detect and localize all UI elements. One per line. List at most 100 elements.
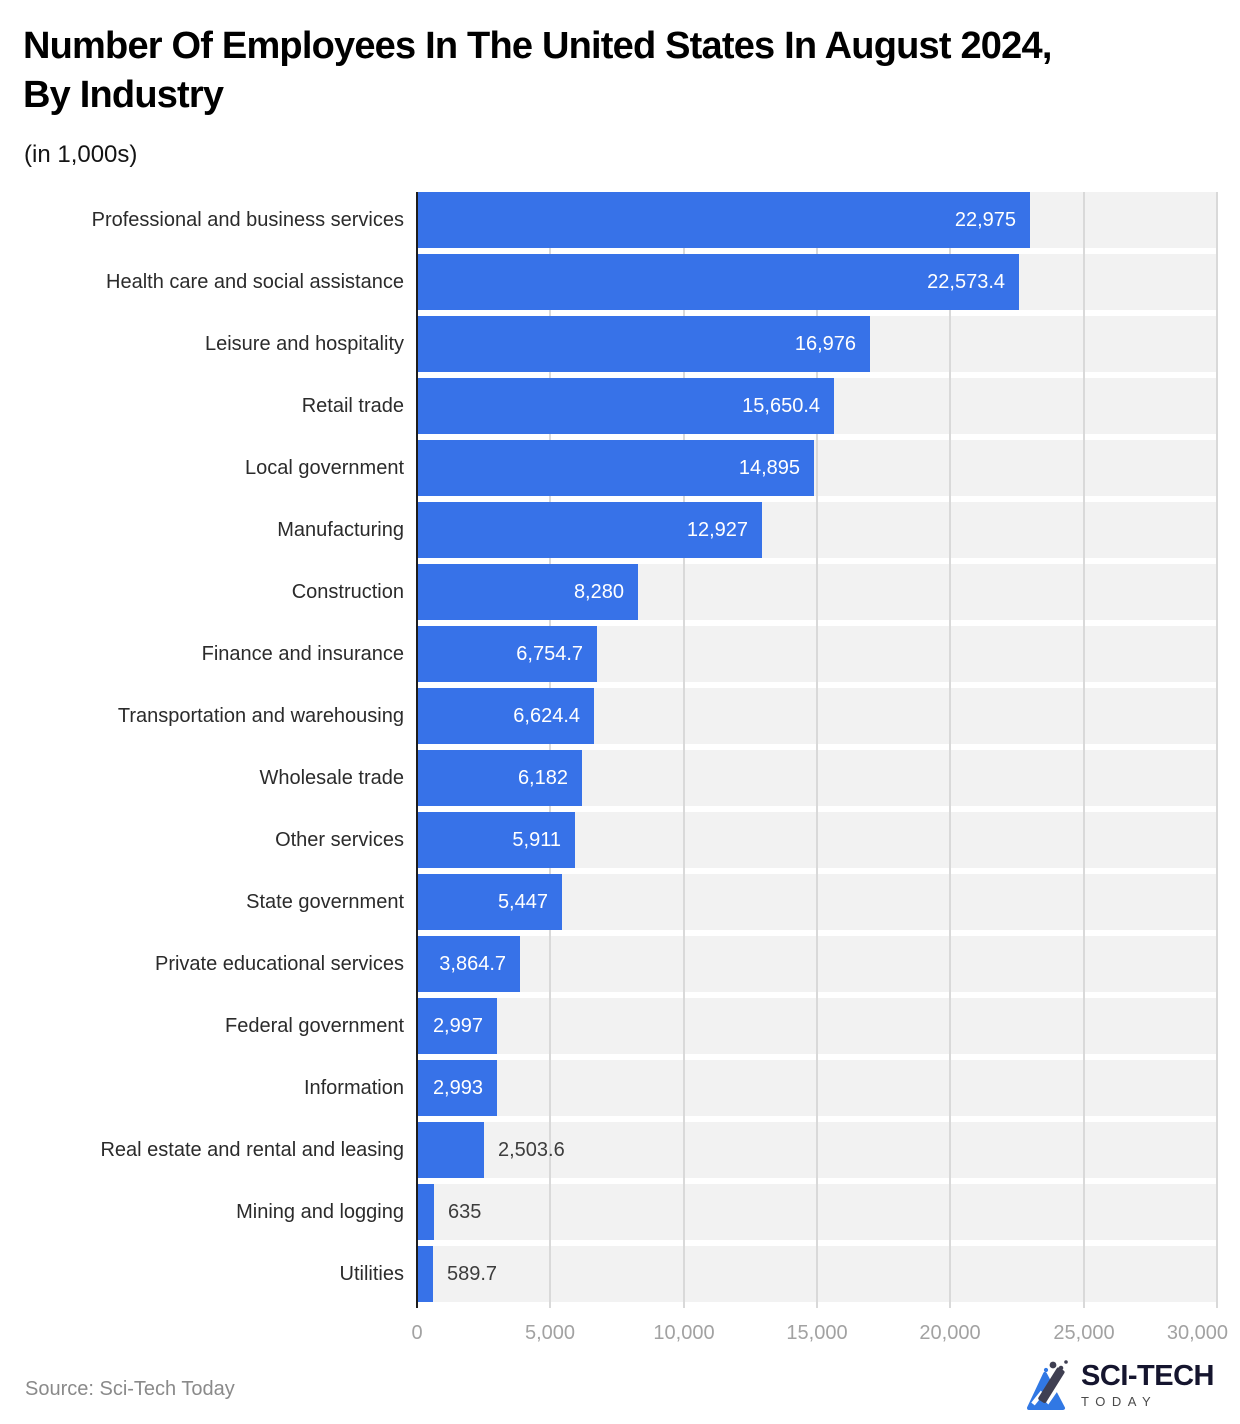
category-band: 22,975 (417, 192, 1217, 248)
category-band: 22,573.4 (417, 254, 1217, 310)
value-label: 635 (448, 1201, 482, 1223)
value-label: 2,997 (432, 1015, 483, 1037)
bar: 2,993 (417, 1060, 497, 1116)
x-axis-tick-label: 5,000 (524, 1322, 576, 1344)
chart-row: Retail trade 15,650.4 (0, 378, 1217, 440)
x-axis-labels: 0 5,000 10,000 15,000 20,000 25,000 30,000 (411, 1322, 1228, 1350)
chart-row: Federal government 2,997 (0, 998, 1217, 1060)
value-label: 22,573.4 (927, 271, 1005, 293)
category-band: 16,976 (417, 316, 1217, 372)
category-label: Professional and business services (91, 209, 404, 231)
category-label: Health care and social assistance (106, 271, 404, 293)
bar-chart: Professional and business services 22,975… (0, 192, 1240, 1362)
chart-row: Local government 14,895 (0, 440, 1217, 502)
bar: 6,754.7 (417, 626, 597, 682)
category-band: 2,503.6 (417, 1122, 1217, 1178)
value-label: 2,993 (432, 1077, 483, 1099)
chart-row: Leisure and hospitality 16,976 (0, 316, 1217, 378)
value-label: 15,650.4 (742, 395, 820, 417)
x-axis-tick-label: 0 (411, 1322, 423, 1344)
chart-title-line1: Number Of Employees In The United States… (23, 25, 1052, 67)
category-band: 6,754.7 (417, 626, 1217, 682)
category-label: Other services (275, 829, 404, 851)
chart-row: Professional and business services 22,975 (0, 192, 1217, 254)
bar (417, 1184, 434, 1240)
chart-row: Real estate and rental and leasing 2,503.… (0, 1122, 1217, 1184)
bar: 16,976 (417, 316, 870, 372)
chart-title: Number Of Employees In The United States… (23, 22, 1223, 121)
category-band: 14,895 (417, 440, 1217, 496)
category-label: Construction (291, 581, 404, 603)
category-band: 589.7 (417, 1246, 1217, 1302)
chart-row: State government 5,447 (0, 874, 1217, 936)
bar: 6,182 (417, 750, 582, 806)
category-label: Local government (245, 457, 404, 479)
value-label: 5,447 (497, 891, 548, 913)
category-label: Finance and insurance (201, 643, 404, 665)
bar: 14,895 (417, 440, 814, 496)
value-label: 8,280 (573, 581, 624, 603)
x-axis-tick-label: 20,000 (919, 1322, 981, 1344)
bar: 5,447 (417, 874, 562, 930)
category-label: Private educational services (154, 953, 404, 975)
x-axis-tick-label: 10,000 (653, 1322, 715, 1344)
category-label: Information (303, 1077, 404, 1099)
category-band: 6,182 (417, 750, 1217, 806)
chart-rows: Professional and business services 22,975… (0, 192, 1217, 1308)
value-label: 22,975 (954, 209, 1016, 231)
category-band: 3,864.7 (417, 936, 1217, 992)
chart-subtitle: (in 1,000s) (24, 141, 138, 168)
category-label: Leisure and hospitality (204, 333, 404, 355)
bar (417, 1246, 433, 1302)
value-label: 14,895 (738, 457, 800, 479)
flask-triangle-icon (1027, 1360, 1068, 1410)
category-label: Utilities (339, 1263, 404, 1285)
category-label: Retail trade (301, 395, 404, 417)
chart-row: Mining and logging 635 (0, 1184, 1217, 1246)
category-band: 2,997 (417, 998, 1217, 1054)
x-axis-tick-label: 25,000 (1053, 1322, 1115, 1344)
chart-row: Utilities 589.7 (0, 1246, 1217, 1308)
category-label: Federal government (225, 1015, 404, 1037)
chart-row: Wholesale trade 6,182 (0, 750, 1217, 812)
value-label: 2,503.6 (498, 1139, 565, 1161)
category-band: 12,927 (417, 502, 1217, 558)
chart-row: Health care and social assistance 22,573.… (0, 254, 1217, 316)
x-axis-tick-label: 15,000 (786, 1322, 848, 1344)
bar: 22,573.4 (417, 254, 1019, 310)
category-label: Mining and logging (236, 1201, 404, 1223)
chart-row: Other services 5,911 (0, 812, 1217, 874)
category-band: 15,650.4 (417, 378, 1217, 434)
value-label: 5,911 (512, 829, 561, 851)
bar: 3,864.7 (417, 936, 520, 992)
category-band: 5,447 (417, 874, 1217, 930)
category-label: State government (246, 891, 404, 913)
bar: 5,911 (417, 812, 575, 868)
chart-row: Private educational services 3,864.7 (0, 936, 1217, 998)
category-label: Manufacturing (277, 519, 404, 541)
category-band: 2,993 (417, 1060, 1217, 1116)
x-axis-tick-label: 30,000 (1166, 1322, 1229, 1344)
y-axis-line (416, 192, 418, 1308)
bar: 6,624.4 (417, 688, 594, 744)
value-label: 6,754.7 (516, 643, 583, 665)
category-label: Wholesale trade (259, 767, 404, 789)
bar: 8,280 (417, 564, 638, 620)
brand-logo: SCI-TECH TODAY (1023, 1358, 1214, 1412)
logo-name: SCI-TECH (1081, 1359, 1214, 1392)
category-band: 5,911 (417, 812, 1217, 868)
value-label: 589.7 (447, 1263, 498, 1285)
category-label: Real estate and rental and leasing (100, 1139, 404, 1161)
value-label: 3,864.7 (439, 953, 506, 975)
category-band: 8,280 (417, 564, 1217, 620)
category-band: 635 (417, 1184, 1217, 1240)
bar (417, 1122, 484, 1178)
value-label: 12,927 (686, 519, 748, 541)
chart-row: Construction 8,280 (0, 564, 1217, 626)
logo-text: SCI-TECH TODAY (1081, 1359, 1214, 1409)
value-label: 6,182 (517, 767, 568, 789)
logo-tagline: TODAY (1081, 1393, 1158, 1409)
category-label: Transportation and warehousing (117, 705, 404, 727)
chart-row: Transportation and warehousing 6,624.4 (0, 688, 1217, 750)
